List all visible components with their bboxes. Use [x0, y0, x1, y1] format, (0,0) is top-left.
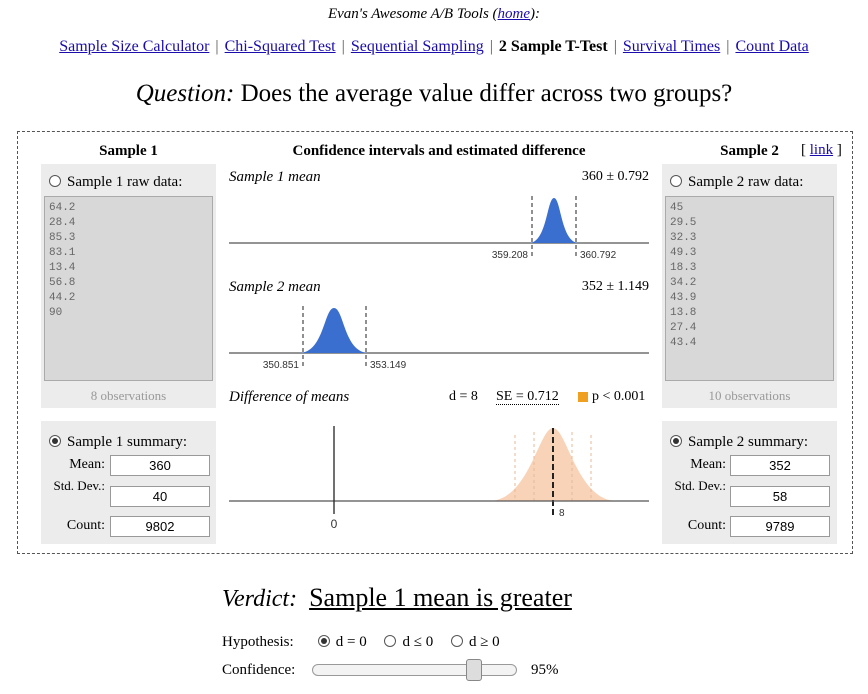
- chart2-title: Sample 2 mean: [229, 279, 321, 295]
- chart2-high-label: 353.149: [370, 360, 407, 371]
- zero-label: 0: [331, 517, 338, 530]
- sample1-mean-chart: 359.208 360.792: [229, 196, 649, 261]
- sample1-raw-option[interactable]: Sample 1 raw data:: [49, 174, 182, 191]
- sample2-summary-option[interactable]: Sample 2 summary:: [670, 434, 808, 451]
- chart1-high-label: 360.792: [580, 250, 617, 261]
- sample2-raw-radio[interactable]: [670, 175, 682, 187]
- nav-separator: |: [613, 38, 617, 55]
- difference-chart: 0 8: [229, 426, 649, 530]
- sample2-raw-data-input[interactable]: [665, 196, 834, 381]
- hypothesis-option-eq[interactable]: d = 0: [317, 634, 367, 650]
- nav-2-sample-t-test: 2 Sample T-Test: [498, 38, 608, 55]
- sample2-heading: Sample 2: [720, 143, 779, 159]
- chart3-p: p < 0.001: [592, 389, 646, 404]
- sample1-raw-data-input[interactable]: [44, 196, 213, 381]
- confidence-slider-thumb[interactable]: [466, 659, 482, 681]
- page-question: Question: Does the average value differ …: [135, 80, 733, 107]
- nav-separator: |: [215, 38, 219, 55]
- sample1-summary-radio[interactable]: [49, 435, 61, 447]
- sample1-sd-label: Std. Dev.:: [53, 478, 105, 493]
- sample1-sd-field[interactable]: 40: [110, 486, 210, 507]
- tool-nav: Sample Size Calculator | Chi-Squared Test |…: [0, 38, 868, 56]
- chart3-title: Difference of means: [229, 389, 350, 405]
- nav-count-data[interactable]: Count Data: [735, 38, 809, 55]
- confidence-label: Confidence:: [222, 662, 296, 678]
- nav-separator: |: [341, 38, 345, 55]
- hypothesis-ge-radio[interactable]: [450, 635, 463, 647]
- chart2-low-label: 350.851: [263, 360, 300, 371]
- verdict-text: Sample 1 mean is greater: [309, 583, 572, 612]
- sample1-heading: Sample 1: [99, 143, 158, 159]
- nav-sample-size-calculator[interactable]: Sample Size Calculator: [59, 38, 210, 55]
- confidence-value: 95%: [531, 662, 559, 678]
- p-value-marker: [578, 392, 588, 402]
- chart1-low-label: 359.208: [492, 250, 529, 261]
- sample2-summary-radio[interactable]: [670, 435, 682, 447]
- nav-separator: |: [489, 38, 493, 55]
- nav-chi-squared-test[interactable]: Chi-Squared Test: [224, 38, 336, 55]
- sample2-count-field[interactable]: 9789: [730, 516, 830, 537]
- hypothesis-option-le[interactable]: d ≤ 0: [384, 634, 433, 650]
- hypothesis-row: Hypothesis: d = 0 d ≤ 0 d ≥ 0: [222, 634, 500, 651]
- hypothesis-eq-radio[interactable]: [317, 635, 330, 647]
- sample1-mean-label: Mean:: [69, 457, 105, 472]
- sample2-raw-option[interactable]: Sample 2 raw data:: [670, 174, 803, 191]
- hypothesis-label: Hypothesis:: [222, 634, 294, 650]
- chart2-value: 352 ± 1.149: [581, 279, 649, 294]
- sample1-raw-radio[interactable]: [49, 175, 61, 187]
- app-title: Evan's Awesome A/B Tools (home):: [327, 6, 541, 22]
- d-tick-label: 8: [559, 508, 565, 519]
- sample2-observations: 10 observations: [708, 388, 791, 403]
- hypothesis-le-radio[interactable]: [384, 635, 397, 647]
- verdict: Verdict: Sample 1 mean is greater: [222, 583, 572, 612]
- permalink-link[interactable]: link: [809, 142, 834, 158]
- hypothesis-option-ge[interactable]: d ≥ 0: [450, 634, 500, 650]
- chart3-se: SE = 0.712: [496, 389, 559, 405]
- chart3-d: d = 8: [449, 389, 478, 404]
- sample2-sd-label: Std. Dev.:: [674, 478, 726, 493]
- sample1-mean-field[interactable]: 360: [110, 455, 210, 476]
- nav-separator: |: [726, 38, 730, 55]
- sample1-summary-option[interactable]: Sample 1 summary:: [49, 434, 187, 451]
- nav-survival-times[interactable]: Survival Times: [622, 38, 721, 55]
- chart1-title: Sample 1 mean: [229, 169, 321, 185]
- sample1-count-label: Count:: [66, 518, 105, 533]
- chart1-value: 360 ± 0.792: [581, 169, 649, 184]
- middle-heading: Confidence intervals and estimated diffe…: [292, 143, 586, 159]
- nav-sequential-sampling[interactable]: Sequential Sampling: [350, 38, 484, 55]
- home-link[interactable]: home: [497, 6, 531, 22]
- chart2-distribution: [299, 308, 369, 353]
- main-panel: [17, 131, 853, 554]
- sample1-observations: 8 observations: [90, 388, 167, 403]
- sample2-link-group: [ link ]: [801, 142, 842, 158]
- sample2-mean-label: Mean:: [690, 457, 726, 472]
- sample2-mean-chart: 350.851 353.149: [229, 306, 649, 371]
- sample2-sd-field[interactable]: 58: [730, 486, 830, 507]
- sample1-count-field[interactable]: 9802: [110, 516, 210, 537]
- sample2-count-label: Count:: [687, 518, 726, 533]
- chart1-distribution: [529, 198, 579, 243]
- sample2-mean-field[interactable]: 352: [730, 455, 830, 476]
- confidence-slider-track[interactable]: [312, 664, 517, 676]
